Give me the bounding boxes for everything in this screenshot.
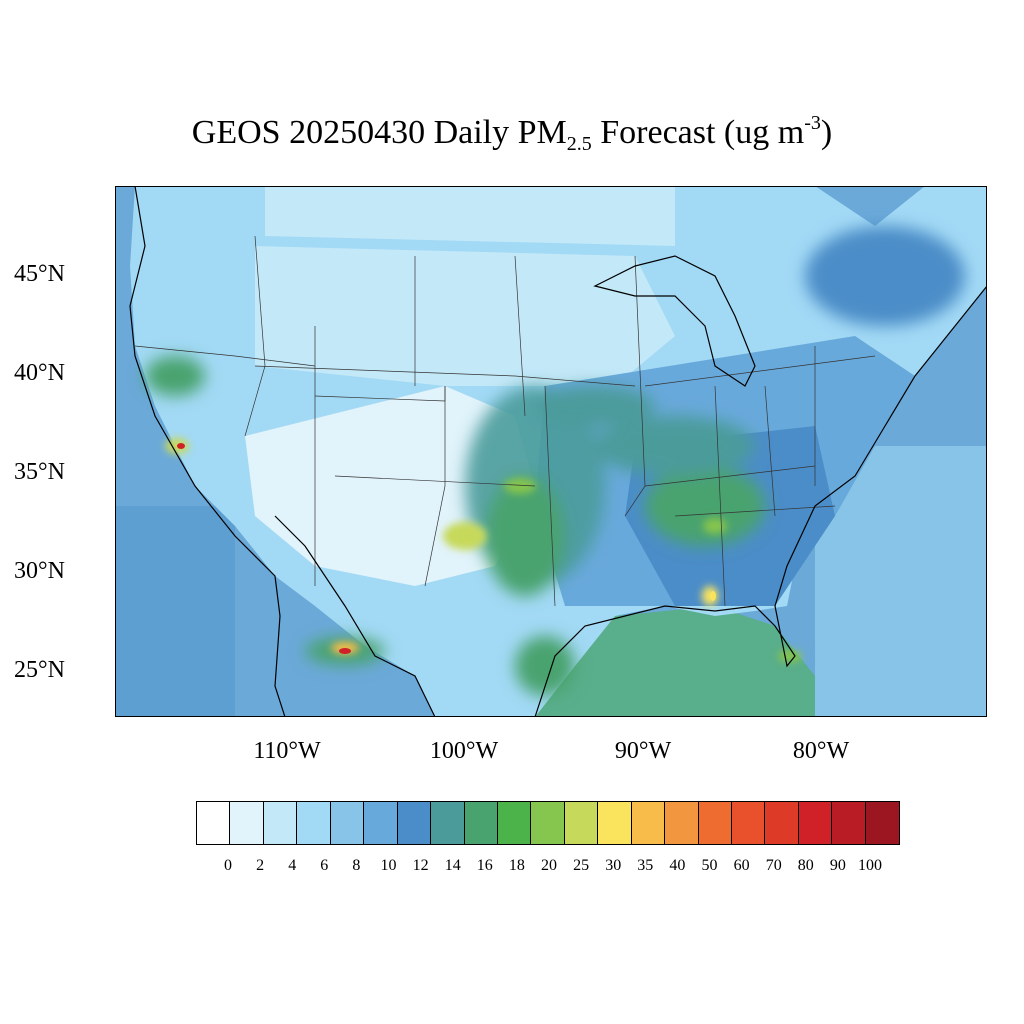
colorbar-label: 0 — [224, 857, 232, 874]
colorbar-swatch — [865, 802, 900, 844]
colorbar-label: 90 — [829, 857, 846, 874]
lon-label-100w: 100°W — [429, 738, 499, 764]
page-title: GEOS 20250430 Daily PM2.5 Forecast (ug m… — [191, 112, 833, 155]
colorbar-swatch — [397, 802, 432, 844]
colorbar-label: 4 — [288, 857, 297, 874]
lon-label-90w: 90°W — [614, 738, 672, 764]
colorbar-label: 16 — [476, 857, 493, 874]
colorbar-swatch — [330, 802, 365, 844]
lat-label-40: 40°N — [14, 360, 65, 386]
colorbar-swatch — [564, 802, 599, 844]
lon-label-110w: 110°W — [253, 738, 321, 764]
lat-label-25: 25°N — [14, 657, 65, 683]
hotspot-california — [177, 443, 185, 449]
lat-label-35: 35°N — [14, 459, 65, 485]
colorbar-swatch — [263, 802, 298, 844]
colorbar-label: 70 — [765, 857, 782, 874]
lat-label-45: 45°N — [14, 261, 65, 287]
colorbar-swatch — [531, 802, 565, 844]
colorbar-label: 6 — [320, 857, 329, 874]
hotspot-florida — [710, 591, 716, 601]
colorbar-swatch — [431, 802, 465, 844]
colorbar — [196, 801, 901, 845]
colorbar-swatch — [631, 802, 666, 844]
colorbar-swatch — [698, 802, 732, 844]
northern-plains-region — [255, 246, 675, 386]
lat-label-30: 30°N — [14, 558, 65, 584]
colorbar-swatch — [297, 802, 331, 844]
colorbar-label: 2 — [256, 857, 265, 874]
pollution-fields — [145, 226, 965, 696]
pollution-hotspots — [165, 438, 802, 662]
hotspot-mexico — [339, 648, 351, 654]
colorbar-swatch — [665, 802, 699, 844]
colorbar-swatch — [598, 802, 632, 844]
colorbar-swatch — [798, 802, 833, 844]
colorbar-swatch — [464, 802, 498, 844]
colorbar-swatch — [230, 802, 264, 844]
colorbar-swatch — [832, 802, 866, 844]
lon-label-80w: 80°W — [792, 738, 850, 764]
pm25-forecast-map[interactable] — [115, 186, 987, 717]
colorbar-label: 60 — [733, 857, 750, 874]
colorbar-label: 20 — [541, 857, 557, 874]
colorbar-label: 80 — [797, 857, 814, 874]
coastlines — [129, 186, 987, 717]
colorbar-label: 100 — [858, 857, 882, 874]
colorbar-swatch — [497, 802, 532, 844]
colorbar-label: 8 — [352, 857, 361, 874]
colorbar-label: 12 — [412, 857, 429, 874]
state-borders — [134, 235, 876, 607]
colorbar-swatch — [765, 802, 799, 844]
colorbar-label: 35 — [637, 857, 654, 874]
colorbar-swatch — [364, 802, 398, 844]
colorbar-label: 25 — [573, 857, 590, 874]
canada-region — [265, 186, 675, 246]
colorbar-label: 30 — [605, 857, 622, 874]
colorbar-label: 14 — [444, 857, 461, 874]
colorbar-label: 40 — [669, 857, 686, 874]
colorbar-swatch — [732, 802, 766, 844]
pacific-offshore — [115, 506, 235, 717]
colorbar-swatch — [197, 802, 231, 844]
colorbar-label: 50 — [701, 857, 718, 874]
colorbar-label: 18 — [508, 857, 525, 874]
colorbar-label: 10 — [380, 857, 397, 874]
